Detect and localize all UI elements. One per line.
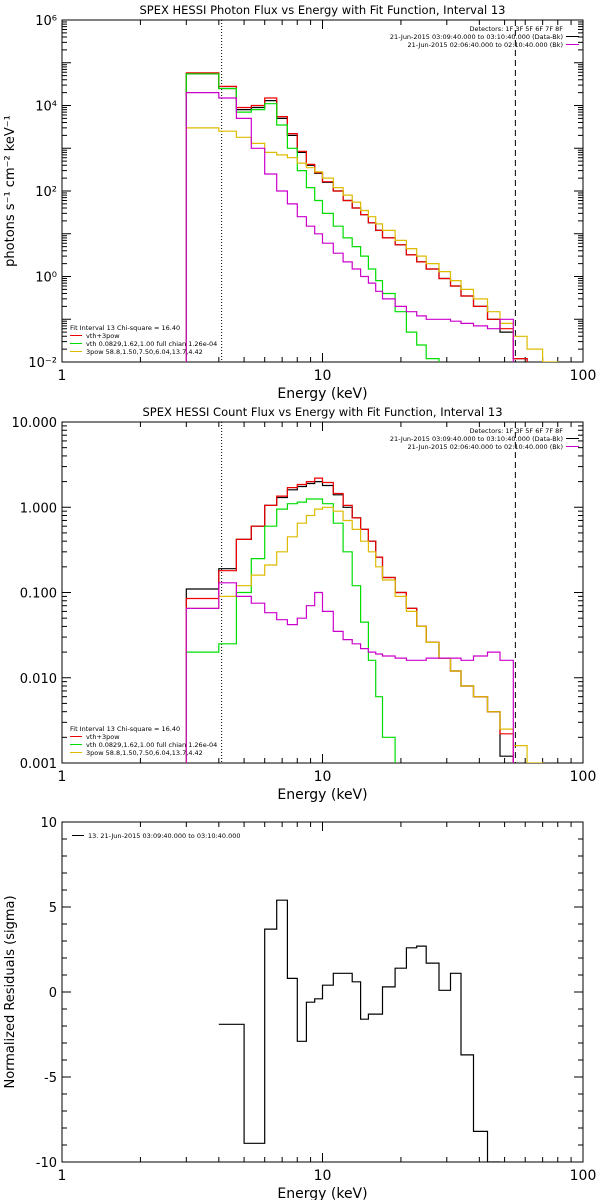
y-tick-label: 0.010 [20, 672, 57, 687]
photon-flux-panel: SPEX HESSI Photon Flux vs Energy with Fi… [3, 3, 596, 402]
x-axis-label: Energy (keV) [277, 787, 367, 803]
series-vth-3pow [185, 477, 514, 763]
x-tick-label: 100 [570, 368, 597, 384]
x-axis-label: Energy (keV) [277, 1186, 367, 1200]
y-tick-label: 10² [35, 185, 57, 200]
series-vth-3pow [185, 72, 528, 362]
y-tick-label: 10⁴ [35, 100, 57, 115]
x-tick-label: 10 [314, 769, 332, 785]
x-tick-label: 100 [570, 1168, 597, 1184]
x-tick-label: 10 [314, 368, 332, 384]
series-vth [185, 73, 440, 362]
y-tick-label: 10⁻² [28, 356, 57, 371]
plot-area [185, 477, 544, 763]
y-tick-label: 5 [49, 901, 57, 916]
y-axis-label: Normalized Residuals (sigma) [3, 895, 18, 1088]
y-tick-label: 0 [49, 986, 57, 1001]
y-tick-label: 10.000 [12, 416, 58, 431]
series-bk [185, 582, 514, 763]
legend-text: Fit Interval 13 Chi-square = 16.40 [70, 324, 180, 332]
y-tick-label: 0.001 [20, 757, 57, 772]
plot-area [218, 899, 500, 1162]
legend-text: 21-Jun-2015 03:09:40.000 to 03:10:40.000… [390, 33, 563, 41]
y-axis-label: photons s⁻¹ cm⁻² keV⁻¹ [3, 115, 18, 267]
legend-text: Detectors: 1F 3F 5F 6F 7F 8F [469, 427, 563, 435]
x-tick-label: 100 [570, 769, 597, 785]
legend-text: 21-Jun-2015 02:06:40.000 to 02:10:40.000… [408, 41, 563, 49]
legend-text: 21-Jun-2015 03:09:40.000 to 03:10:40.000… [390, 435, 563, 443]
y-tick-label: 1.000 [20, 501, 57, 516]
legend-text: vth+3pow [86, 332, 120, 340]
y-tick-label: -5 [44, 1071, 57, 1086]
legend-text: vth+3pow [86, 733, 120, 741]
y-tick-label: -10 [36, 1156, 57, 1171]
y-tick-label: 10⁶ [35, 14, 57, 29]
chart-title: SPEX HESSI Count Flux vs Energy with Fit… [142, 405, 502, 419]
count-flux-panel: SPEX HESSI Count Flux vs Energy with Fit… [12, 405, 597, 803]
y-tick-label: 10⁰ [35, 271, 57, 286]
y-tick-label: 0.100 [20, 587, 57, 602]
legend-text: vth 0.0829,1.62,1.00 full chian 1.26e-04 [86, 741, 217, 749]
series-data [185, 73, 528, 362]
chart-title: SPEX HESSI Photon Flux vs Energy with Fi… [139, 3, 505, 17]
legend-text: 21-Jun-2015 02:06:40.000 to 02:10:40.000… [408, 443, 563, 451]
legend-text: vth 0.0829,1.62,1.00 full chian 1.26e-04 [86, 340, 217, 348]
x-tick-label: 1 [58, 769, 67, 785]
x-tick-label: 1 [58, 368, 67, 384]
series-3pow [185, 506, 544, 763]
series-data [185, 481, 514, 763]
x-tick-label: 1 [58, 1168, 67, 1184]
legend-text: 13. 21-Jun-2015 03:09:40.000 to 03:10:40… [88, 832, 240, 840]
series-3pow [185, 127, 559, 362]
residuals-panel: 1 10 100 -10 -5 0 5 10 Energy (keV) Normalized Re… [3, 816, 596, 1200]
plot-area [185, 72, 559, 362]
y-tick-label: 10 [40, 816, 57, 831]
plot-frame [61, 19, 584, 363]
legend-text: 3pow 58.8,1.50,7.50,6.04,13.7,4.42 [86, 749, 203, 757]
legend-text: Fit Interval 13 Chi-square = 16.40 [70, 725, 180, 733]
series-bk [185, 92, 514, 362]
legend-text: Detectors: 1F 3F 5F 6F 7F 8F [469, 25, 563, 33]
x-tick-label: 10 [314, 1168, 332, 1184]
series-residuals [218, 899, 500, 1162]
x-axis-label: Energy (keV) [277, 386, 367, 402]
series-vth [185, 498, 396, 763]
legend-text: 3pow 58.8,1.50,7.50,6.04,13.7,4.42 [86, 348, 203, 356]
